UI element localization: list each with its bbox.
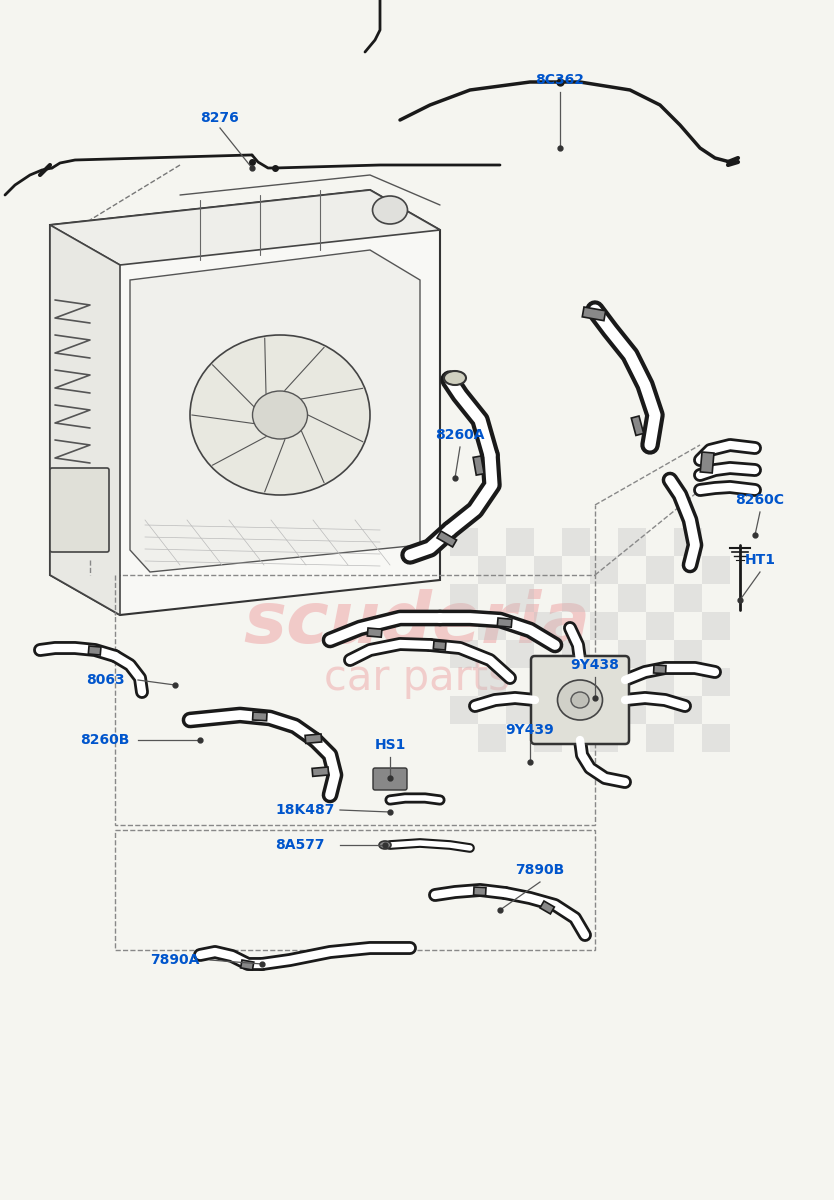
Bar — [506, 584, 535, 612]
Polygon shape — [130, 250, 420, 572]
Bar — [654, 665, 666, 673]
Bar — [590, 668, 618, 696]
Bar — [618, 640, 646, 668]
Text: 7890B: 7890B — [515, 863, 565, 877]
Text: 8C362: 8C362 — [535, 73, 585, 86]
Text: scuderia: scuderia — [244, 589, 590, 659]
Bar — [474, 887, 486, 895]
Bar — [535, 668, 562, 696]
Bar — [562, 528, 590, 556]
Bar — [618, 696, 646, 724]
Bar — [702, 724, 731, 752]
Bar — [590, 612, 618, 640]
Text: 18K487: 18K487 — [275, 803, 334, 817]
Bar — [590, 556, 618, 584]
Text: 8260B: 8260B — [80, 733, 130, 746]
Bar — [540, 901, 555, 914]
Ellipse shape — [571, 692, 589, 708]
Bar — [367, 628, 382, 637]
Text: 7890A: 7890A — [150, 953, 199, 967]
Bar — [115, 830, 595, 950]
Polygon shape — [50, 190, 440, 265]
Text: 9Y439: 9Y439 — [505, 722, 555, 737]
Bar — [479, 724, 506, 752]
Bar — [675, 528, 702, 556]
Polygon shape — [50, 226, 120, 614]
Text: car parts: car parts — [324, 656, 510, 698]
Bar — [562, 584, 590, 612]
Bar — [582, 307, 605, 320]
Bar — [562, 696, 590, 724]
Bar — [450, 640, 479, 668]
Bar — [497, 618, 512, 628]
Bar — [88, 646, 101, 655]
Bar — [450, 528, 479, 556]
Bar — [434, 641, 446, 650]
Bar — [506, 528, 535, 556]
Bar — [675, 640, 702, 668]
FancyBboxPatch shape — [373, 768, 407, 790]
Bar — [702, 668, 731, 696]
Ellipse shape — [253, 391, 308, 439]
Ellipse shape — [373, 196, 408, 224]
Text: 8A577: 8A577 — [275, 838, 324, 852]
Ellipse shape — [557, 680, 602, 720]
Text: 9Y438: 9Y438 — [570, 658, 620, 672]
Polygon shape — [50, 190, 440, 614]
Bar — [646, 556, 675, 584]
Bar — [241, 960, 254, 970]
Ellipse shape — [444, 371, 466, 385]
FancyBboxPatch shape — [50, 468, 109, 552]
Text: 8260C: 8260C — [736, 493, 785, 506]
Bar — [450, 584, 479, 612]
Bar — [702, 556, 731, 584]
Bar — [618, 584, 646, 612]
Bar — [702, 612, 731, 640]
Bar — [618, 528, 646, 556]
Bar — [473, 456, 484, 475]
Bar — [305, 734, 322, 743]
Bar — [479, 612, 506, 640]
Bar — [646, 724, 675, 752]
Bar — [253, 712, 267, 721]
Bar — [562, 640, 590, 668]
Bar — [590, 724, 618, 752]
Bar — [701, 452, 714, 473]
Bar — [479, 668, 506, 696]
FancyBboxPatch shape — [531, 656, 629, 744]
Text: 8063: 8063 — [86, 673, 124, 686]
Bar — [506, 696, 535, 724]
Bar — [535, 724, 562, 752]
Ellipse shape — [190, 335, 370, 494]
Bar — [479, 556, 506, 584]
Text: HS1: HS1 — [374, 738, 405, 752]
Bar — [115, 575, 595, 826]
Ellipse shape — [379, 841, 391, 850]
Text: 8276: 8276 — [201, 110, 239, 125]
Bar — [506, 640, 535, 668]
Bar — [631, 416, 644, 436]
Bar — [450, 696, 479, 724]
Bar — [312, 767, 329, 776]
Bar — [437, 530, 456, 547]
Text: HT1: HT1 — [745, 553, 776, 566]
Bar — [535, 612, 562, 640]
Bar — [646, 612, 675, 640]
Bar — [646, 668, 675, 696]
Bar — [535, 556, 562, 584]
Bar — [675, 584, 702, 612]
Bar — [675, 696, 702, 724]
Text: 8260A: 8260A — [435, 428, 485, 442]
